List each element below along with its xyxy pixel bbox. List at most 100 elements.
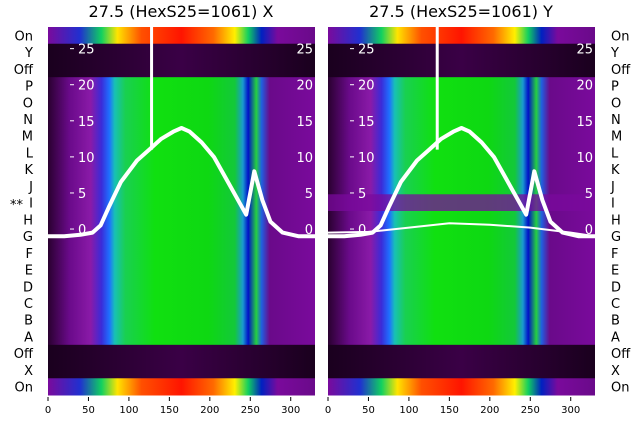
row-label-right: N bbox=[611, 113, 621, 128]
row-label-left: On bbox=[15, 381, 33, 396]
heatmap-row bbox=[48, 77, 315, 95]
row-label-right: D bbox=[611, 280, 621, 295]
heatmap-row bbox=[328, 361, 595, 379]
heatmap-row bbox=[328, 311, 595, 329]
row-label-left: D bbox=[23, 280, 33, 295]
row-label-right: F bbox=[611, 247, 618, 262]
heatmap-row bbox=[328, 244, 595, 262]
heatmap-row bbox=[328, 227, 595, 245]
row-label-right: On bbox=[611, 381, 629, 396]
y-tick-label: 0 bbox=[78, 223, 86, 238]
heatmap-row bbox=[48, 144, 315, 162]
row-label-left: Y bbox=[24, 46, 33, 61]
heatmap-row bbox=[328, 127, 595, 145]
heatmap-row bbox=[48, 27, 315, 45]
heatmap-row bbox=[48, 361, 315, 379]
row-label-left: L bbox=[26, 146, 34, 161]
x-tick-label: 0 bbox=[45, 405, 51, 416]
row-label-right: M bbox=[611, 130, 622, 145]
row-label-left: Off bbox=[14, 63, 34, 78]
heatmap-row bbox=[48, 43, 315, 61]
heatmap-row bbox=[328, 261, 595, 279]
row-label-right: L bbox=[611, 146, 619, 161]
heatmap-row bbox=[328, 328, 595, 346]
heatmap-row bbox=[328, 211, 595, 229]
heatmap-row bbox=[48, 294, 315, 312]
y-tick-label: 5 bbox=[78, 187, 86, 202]
row-label-left: Off bbox=[14, 347, 34, 362]
heatmap-row bbox=[48, 93, 315, 112]
y-tick-label-right: 25 bbox=[576, 43, 593, 58]
row-label-left: N bbox=[23, 113, 33, 128]
heatmap-row bbox=[328, 344, 595, 363]
x-tick-label: 250 bbox=[241, 405, 260, 416]
row-label-right: J bbox=[610, 180, 615, 195]
row-label-right: H bbox=[611, 213, 621, 228]
row-label-right: O bbox=[611, 96, 621, 111]
series-line bbox=[48, 126, 315, 239]
row-label-right: Off bbox=[611, 347, 631, 362]
heatmap-row bbox=[48, 261, 315, 279]
row-label-right: Off bbox=[611, 63, 631, 78]
row-label-left: E bbox=[25, 264, 33, 279]
x-tick-label: 200 bbox=[200, 405, 219, 416]
y-tick-label: 15 bbox=[78, 115, 95, 130]
y-tick-label: 10 bbox=[78, 151, 95, 166]
y-tick-label-right: 20 bbox=[576, 79, 593, 94]
heatmap-row bbox=[48, 194, 315, 212]
heatmap-row bbox=[328, 43, 595, 61]
x-tick-label: 200 bbox=[480, 405, 499, 416]
y-tick-label-right: 0 bbox=[585, 223, 593, 238]
row-label-left: F bbox=[26, 247, 33, 262]
row-label-left: I bbox=[29, 197, 33, 212]
heatmap-row bbox=[48, 328, 315, 346]
heatmap-row bbox=[48, 311, 315, 329]
y-tick-label: 20 bbox=[358, 79, 375, 94]
heatmap-row bbox=[48, 378, 315, 396]
row-label-left: M bbox=[22, 130, 33, 145]
x-tick-label: 150 bbox=[160, 405, 179, 416]
heatmap-row bbox=[328, 160, 595, 179]
y-tick-label: 10 bbox=[358, 151, 375, 166]
heatmap-row bbox=[48, 244, 315, 262]
x-tick-label: 250 bbox=[521, 405, 540, 416]
y-tick-label-right: 15 bbox=[296, 115, 313, 130]
row-label-left: A bbox=[24, 330, 33, 345]
heatmap-row bbox=[48, 344, 315, 363]
y-tick-label: 15 bbox=[358, 115, 375, 130]
heatmap-row bbox=[48, 227, 315, 245]
y-tick-label: 25 bbox=[78, 43, 95, 58]
row-label-right: E bbox=[611, 264, 619, 279]
row-label-left: O bbox=[23, 96, 33, 111]
heatmap-row bbox=[328, 27, 595, 45]
row-label-right: A bbox=[611, 330, 620, 345]
heatmap-row bbox=[328, 294, 595, 312]
x-tick-label: 150 bbox=[440, 405, 459, 416]
row-label-left: B bbox=[24, 314, 33, 329]
heatmap-row bbox=[48, 110, 315, 128]
y-tick-label: 25 bbox=[358, 43, 375, 58]
row-label-left: X bbox=[24, 364, 33, 379]
row-label-right: Y bbox=[610, 46, 619, 61]
marked-row-indicator: ** bbox=[10, 198, 24, 213]
heatmap-row bbox=[328, 110, 595, 128]
heatmap-row bbox=[328, 378, 595, 396]
row-label-left: On bbox=[15, 29, 33, 44]
row-label-right: K bbox=[611, 163, 620, 178]
x-tick-label: 300 bbox=[281, 405, 300, 416]
y-tick-label-right: 20 bbox=[296, 79, 313, 94]
heatmap-row bbox=[328, 77, 595, 95]
x-tick-label: 100 bbox=[119, 405, 138, 416]
y-tick-label: 5 bbox=[358, 187, 366, 202]
heatmap-row bbox=[328, 177, 595, 195]
x-tick-label: 50 bbox=[362, 405, 375, 416]
row-label-right: X bbox=[611, 364, 620, 379]
x-tick-label: 50 bbox=[82, 405, 95, 416]
right-chart-title: 27.5 (HexS25=1061) Y bbox=[369, 2, 553, 21]
y-tick-label-right: 5 bbox=[305, 187, 313, 202]
x-tick-label: 0 bbox=[325, 405, 331, 416]
